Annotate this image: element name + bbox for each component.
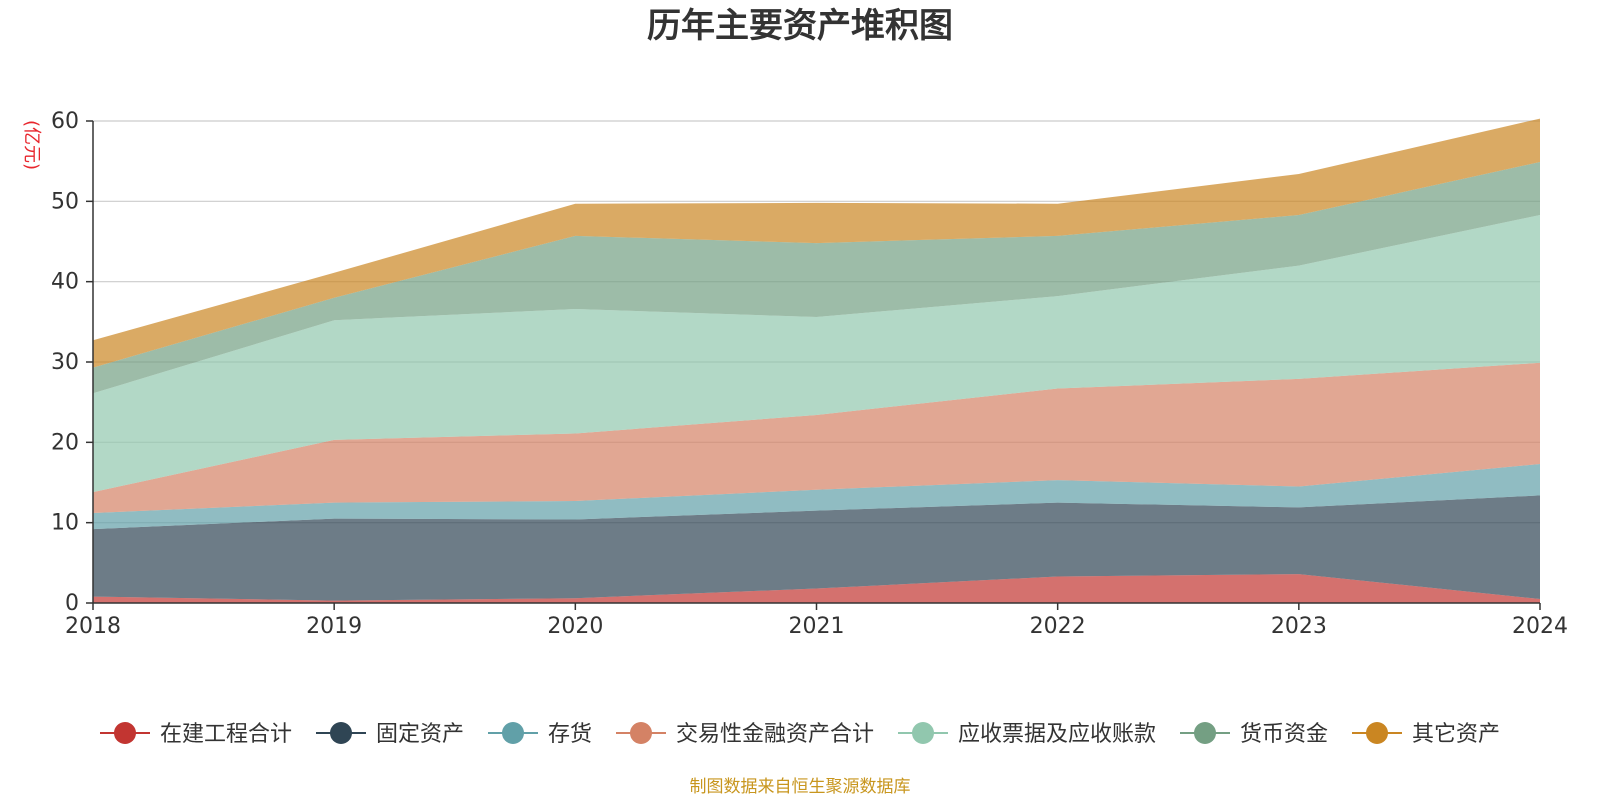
area-series-0 bbox=[93, 574, 1540, 603]
area-series bbox=[93, 118, 1540, 603]
legend-label-0: 在建工程合计 bbox=[160, 722, 292, 747]
x-tick-label-2: 2020 bbox=[547, 614, 603, 639]
area-series-6 bbox=[93, 118, 1540, 368]
chart-title: 历年主要资产堆积图 bbox=[647, 6, 953, 46]
legend-marker-2 bbox=[501, 722, 524, 744]
x-tick-label-1: 2019 bbox=[306, 614, 362, 639]
y-tick-label-1: 10 bbox=[51, 511, 79, 536]
legend-item-0[interactable]: 在建工程合计 bbox=[99, 722, 292, 747]
area-series-3 bbox=[93, 362, 1540, 513]
legend-item-3[interactable]: 交易性金融资产合计 bbox=[615, 722, 874, 747]
legend-label-3: 交易性金融资产合计 bbox=[676, 722, 874, 747]
legend-item-1[interactable]: 固定资产 bbox=[315, 722, 464, 747]
y-tick-label-4: 40 bbox=[51, 270, 79, 295]
x-tick-label-3: 2021 bbox=[789, 614, 845, 639]
area-series-5 bbox=[93, 162, 1540, 394]
x-tick-label-6: 2024 bbox=[1512, 614, 1568, 639]
y-axis-label: (亿元) bbox=[21, 120, 42, 170]
legend-item-4[interactable]: 应收票据及应收账款 bbox=[898, 722, 1156, 747]
legend-marker-4 bbox=[912, 722, 935, 744]
y-tick-label-5: 50 bbox=[51, 189, 79, 214]
legend-marker-1 bbox=[329, 722, 352, 744]
area-series-2 bbox=[93, 464, 1540, 530]
legend-marker-5 bbox=[1194, 722, 1217, 744]
x-tick-label-5: 2023 bbox=[1271, 614, 1327, 639]
source-note: 制图数据来自恒生聚源数据库 bbox=[690, 777, 911, 797]
y-tick-label-3: 30 bbox=[51, 350, 79, 375]
x-tick-label-4: 2022 bbox=[1030, 614, 1086, 639]
legend-item-2[interactable]: 存货 bbox=[487, 722, 592, 747]
legend-label-6: 其它资产 bbox=[1412, 722, 1500, 747]
legend-label-5: 货币资金 bbox=[1240, 722, 1328, 747]
y-tick-label-2: 20 bbox=[51, 430, 79, 455]
y-tick-label-6: 60 bbox=[51, 109, 79, 134]
axes: 0 10 20 30 40 50 60 2018 2019 2020 2021 2022 2023 202… bbox=[51, 109, 1568, 639]
legend-marker-3 bbox=[629, 722, 652, 744]
legend-label-4: 应收票据及应收账款 bbox=[958, 722, 1156, 747]
legend-item-5[interactable]: 货币资金 bbox=[1180, 722, 1328, 747]
x-tick-label-0: 2018 bbox=[65, 614, 121, 639]
legend-label-1: 固定资产 bbox=[376, 722, 464, 747]
legend-marker-6 bbox=[1366, 722, 1389, 744]
area-series-1 bbox=[93, 495, 1540, 601]
y-tick-label-0: 0 bbox=[65, 591, 79, 616]
legend-marker-0 bbox=[113, 722, 136, 744]
area-series-4 bbox=[93, 215, 1540, 493]
legend: 在建工程合计 固定资产 存货 交易性金融资产合计 应收票据及应收账款 货币资金 其它资产 bbox=[99, 722, 1500, 747]
legend-label-2: 存货 bbox=[548, 722, 592, 747]
legend-item-6[interactable]: 其它资产 bbox=[1352, 722, 1500, 747]
